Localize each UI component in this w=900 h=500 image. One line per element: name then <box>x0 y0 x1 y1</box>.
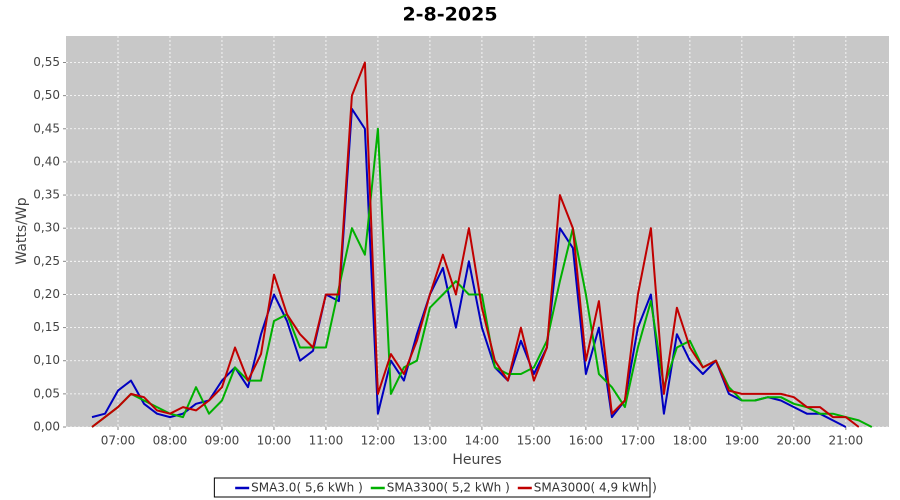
y-tick-label: 0,45 <box>33 121 60 135</box>
y-tick-label: 0,40 <box>33 154 60 168</box>
lines <box>91 61 873 428</box>
y-tick-label: 0,00 <box>33 420 60 434</box>
legend-box <box>213 477 651 498</box>
y-axis-label: Watts/Wp <box>14 197 30 264</box>
x-tick-label: 14:00 <box>465 434 500 448</box>
x-tick-label: 09:00 <box>205 434 240 448</box>
x-tick-label: 13:00 <box>413 434 448 448</box>
x-tick-label: 19:00 <box>725 434 760 448</box>
y-tick-label: 0,15 <box>33 320 60 334</box>
legend-label: SMA3000( 4,9 kWh ) <box>534 481 657 495</box>
x-tick-label: 15:00 <box>517 434 552 448</box>
chart-title: 2-8-2025 <box>402 4 497 26</box>
y-tick-label: 0,55 <box>33 55 60 69</box>
legend: SMA3.0( 5,6 kWh ) SMA3300( 5,2 kWh ) SMA30… <box>213 477 657 498</box>
legend-label: SMA3300( 5,2 kWh ) <box>387 481 510 495</box>
x-axis-label: Heures <box>452 452 501 468</box>
x-tick-label: 16:00 <box>569 434 604 448</box>
x-tick-label: 12:00 <box>361 434 396 448</box>
x-tick-label: 08:00 <box>153 434 188 448</box>
y-tick-label: 0,35 <box>33 188 60 202</box>
y-tick-label: 0,20 <box>33 287 60 301</box>
y-tick-label: 0,25 <box>33 254 60 268</box>
series-line <box>91 127 873 428</box>
x-tick-label: 17:00 <box>621 434 656 448</box>
x-tick-label: 11:00 <box>309 434 344 448</box>
x-tick-label: 20:00 <box>777 434 812 448</box>
legend-label: SMA3.0( 5,6 kWh ) <box>251 481 363 495</box>
x-tick-label: 21:00 <box>829 434 864 448</box>
y-tick-label: 0,30 <box>33 221 60 235</box>
series-line <box>91 61 860 428</box>
x-tick-label: 07:00 <box>101 434 136 448</box>
y-tick-label: 0,05 <box>33 386 60 400</box>
x-tick-label: 10:00 <box>257 434 292 448</box>
x-tick-label: 18:00 <box>673 434 708 448</box>
y-tick-label: 0,50 <box>33 88 60 102</box>
plot-area <box>66 36 889 427</box>
y-tick-label: 0,10 <box>33 353 60 367</box>
